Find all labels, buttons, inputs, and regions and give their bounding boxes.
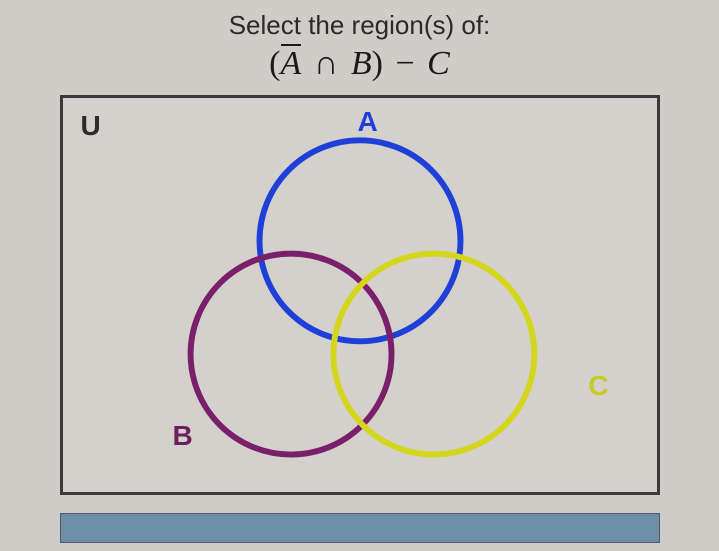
circle-a[interactable]: [259, 140, 460, 341]
circle-c[interactable]: [333, 254, 534, 455]
expr-b: B: [351, 45, 372, 82]
expr-intersect: ∩: [314, 45, 339, 82]
expr-c: C: [427, 45, 450, 82]
prompt-text: Select the region(s) of:: [229, 10, 491, 41]
expr-lparen: (: [269, 45, 280, 82]
expr-a-complement: A: [281, 45, 302, 83]
set-expression: (A ∩ B) − C: [269, 45, 450, 83]
question-container: Select the region(s) of: (A ∩ B) − C U A…: [0, 0, 719, 551]
venn-diagram-frame[interactable]: U A B C: [60, 95, 660, 495]
bottom-bar[interactable]: [60, 513, 660, 543]
venn-circles-svg: [63, 98, 657, 492]
expr-minus: −: [395, 45, 414, 82]
expr-rparen: ): [372, 45, 383, 82]
